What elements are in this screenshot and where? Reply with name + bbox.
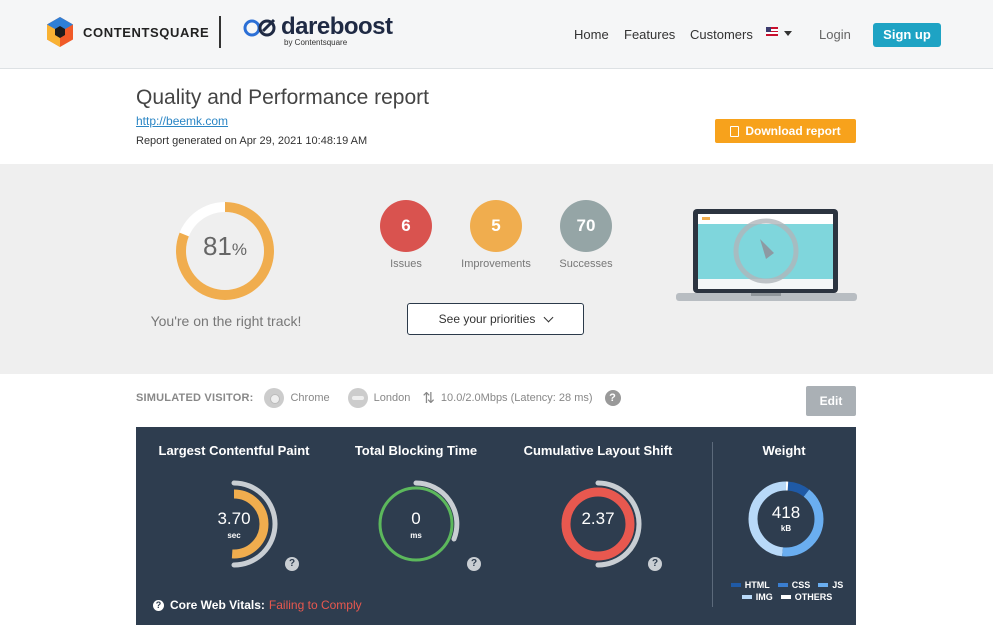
improvements-label: Improvements: [461, 258, 531, 270]
report-url-link[interactable]: http://beemk.com: [136, 114, 229, 128]
weight-legend: HTML CSS JS IMG OTHERS: [730, 580, 843, 604]
contentsquare-name: CONTENTSQUARE: [83, 24, 210, 40]
issues-count-badge[interactable]: 6: [380, 200, 432, 252]
summary-panel: 81% You're on the right track! 6 Issues …: [0, 164, 993, 374]
see-priorities-button[interactable]: See your priorities: [407, 303, 584, 335]
cls-ring: [561, 480, 642, 568]
header-divider: [219, 16, 221, 48]
contentsquare-logo[interactable]: CONTENTSQUARE: [45, 16, 209, 48]
legend-others-label: OTHERS: [794, 592, 833, 602]
visitor-browser: Chrome: [290, 392, 330, 404]
lcp-unit: sec: [227, 531, 241, 540]
cwv-label: Core Web Vitals:: [170, 598, 265, 612]
score-message: You're on the right track!: [150, 313, 302, 329]
download-report-button[interactable]: Download report: [715, 119, 856, 143]
tbt-unit: ms: [410, 531, 422, 540]
lcp-help-icon[interactable]: ?: [285, 557, 299, 571]
legend-css-label: CSS: [791, 580, 811, 590]
nav-home[interactable]: Home: [574, 27, 609, 42]
legend-html-label: HTML: [744, 580, 770, 590]
successes-label: Successes: [559, 258, 613, 270]
simulated-visitor-row: SIMULATED VISITOR: Chrome London ⇅ 10.0/…: [136, 386, 621, 410]
report-generated-date: Report generated on Apr 29, 2021 10:48:1…: [136, 135, 368, 147]
cwv-help-icon[interactable]: ?: [153, 599, 164, 611]
legend-html-swatch: [730, 583, 741, 587]
up-down-arrows-icon: ⇅: [422, 390, 435, 407]
weight-value: 418: [771, 503, 801, 522]
cls-value: 2.37: [581, 509, 615, 528]
tbt-gauge[interactable]: 0 ms: [378, 479, 468, 569]
legend-js-swatch: [818, 583, 829, 587]
score-number: 81: [202, 231, 232, 261]
visitor-location: London: [373, 392, 411, 404]
dareboost-logo-icon: [243, 18, 276, 37]
edit-visitor-button[interactable]: Edit: [806, 386, 856, 416]
weight-title: Weight: [762, 443, 806, 458]
dareboost-logo[interactable]: dareboost by Contentsquare: [243, 14, 393, 47]
download-report-label: Download report: [745, 124, 841, 138]
legend-css: CSS: [777, 580, 811, 590]
visitor-connection: 10.0/2.0Mbps (Latency: 28 ms): [440, 392, 593, 404]
lcp-gauge[interactable]: 3.70 sec: [196, 479, 286, 569]
contentsquare-logo-icon: [47, 17, 73, 47]
score-gauge: 81%: [175, 201, 275, 301]
tbt-help-icon[interactable]: ?: [467, 557, 481, 571]
cwv-status[interactable]: Failing to Comply: [268, 598, 362, 612]
chrome-icon: [264, 388, 285, 408]
issues-label: Issues: [390, 258, 422, 270]
metrics-panel: Largest Contentful Paint Total Blocking …: [136, 427, 856, 625]
legend-js: JS: [818, 580, 843, 590]
login-link[interactable]: Login: [819, 27, 851, 42]
header: CONTENTSQUARE dareboost by Contentsquare…: [0, 0, 993, 69]
play-icon: [733, 218, 799, 284]
tbt-ring: [378, 480, 460, 562]
simulated-visitor-label: SIMULATED VISITOR:: [136, 392, 254, 404]
lcp-ring: [199, 480, 278, 568]
lcp-title: Largest Contentful Paint: [158, 443, 310, 458]
tbt-title: Total Blocking Time: [354, 443, 478, 458]
legend-img-label: IMG: [755, 592, 773, 602]
globe-icon: [347, 388, 368, 408]
cls-gauge[interactable]: 2.37: [560, 479, 650, 569]
us-flag-icon[interactable]: [766, 27, 778, 36]
score-percent: %: [231, 240, 248, 259]
score-value: 81%: [175, 231, 275, 262]
laptop-screenshot-preview[interactable]: [676, 209, 857, 301]
help-icon[interactable]: ?: [604, 390, 621, 406]
successes-count-badge[interactable]: 70: [560, 200, 612, 252]
page-title: Quality and Performance report: [136, 86, 429, 109]
nav-features[interactable]: Features: [624, 27, 676, 42]
core-web-vitals-status: ? Core Web Vitals: Failing to Comply: [153, 598, 362, 612]
nav-customers[interactable]: Customers: [690, 27, 753, 42]
tbt-value: 0: [411, 509, 421, 528]
legend-js-label: JS: [832, 580, 844, 590]
score-ring: [176, 202, 274, 300]
dareboost-name: dareboost: [281, 13, 393, 40]
weight-unit: kB: [780, 524, 792, 533]
see-priorities-label: See your priorities: [438, 312, 536, 326]
dareboost-subtitle: by Contentsquare: [284, 38, 348, 47]
legend-img-swatch: [741, 595, 752, 599]
cls-help-icon[interactable]: ?: [648, 557, 662, 571]
signup-button[interactable]: Sign up: [873, 23, 941, 47]
lcp-value: 3.70: [217, 509, 251, 528]
legend-css-swatch: [777, 583, 788, 587]
cls-title: Cumulative Layout Shift: [523, 443, 673, 458]
legend-img: IMG: [741, 592, 773, 602]
improvements-count-badge[interactable]: 5: [470, 200, 522, 252]
chevron-down-icon: [543, 312, 554, 322]
score-arc: [176, 202, 274, 300]
pdf-icon: [730, 125, 740, 137]
language-caret-icon[interactable]: [784, 31, 792, 36]
legend-html: HTML: [730, 580, 770, 590]
weight-donut: [748, 481, 824, 557]
legend-others: OTHERS: [780, 592, 833, 602]
weight-gauge[interactable]: 418 kB: [746, 479, 836, 569]
flag-canton: [766, 27, 771, 32]
metrics-divider: [712, 442, 713, 607]
legend-others-swatch: [780, 595, 791, 599]
